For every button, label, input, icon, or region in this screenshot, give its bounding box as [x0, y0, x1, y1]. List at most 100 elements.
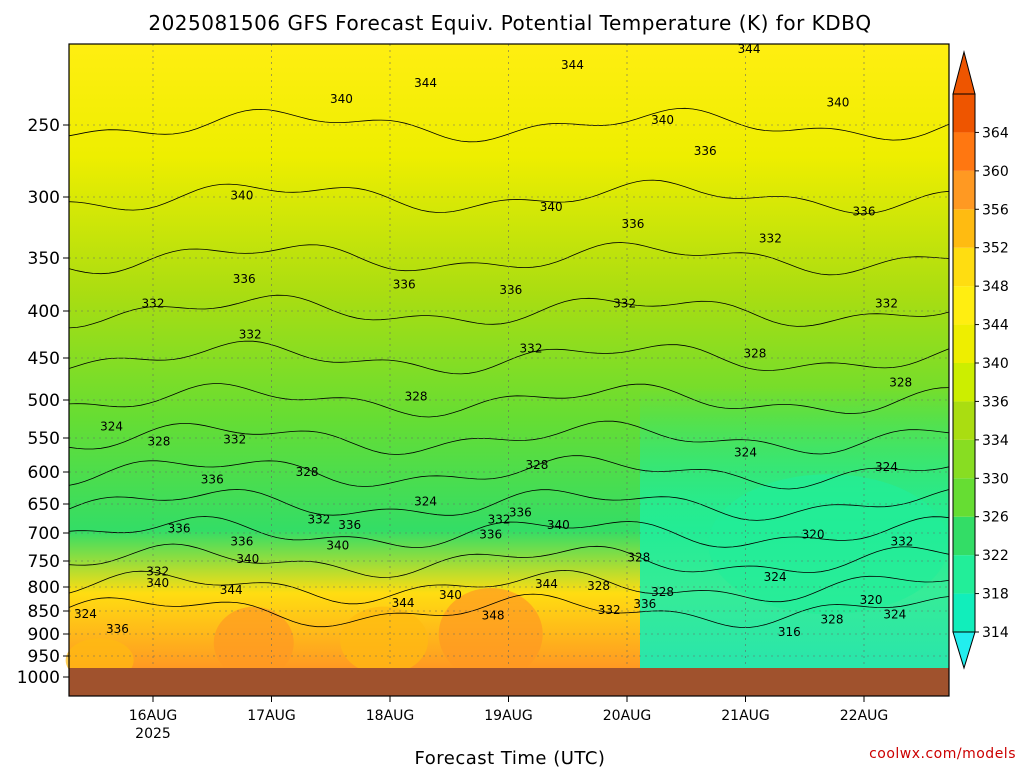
y-tick-label: 400 [28, 302, 60, 322]
colorbar-tick-label: 322 [982, 548, 1009, 564]
colorbar-segment [953, 478, 975, 517]
y-tick-label: 900 [28, 625, 60, 645]
contour-label: 332 [239, 328, 262, 342]
credit-text: coolwx.com/models [869, 746, 1016, 762]
contour-lines [68, 107, 950, 628]
colorbar-segment [953, 593, 975, 632]
contour-label: 332 [598, 603, 621, 617]
colorbar-segment [953, 324, 975, 363]
contour-label: 348 [482, 609, 505, 623]
contour-label: 324 [875, 460, 898, 474]
contour-label: 332 [759, 231, 782, 245]
contour-label: 336 [230, 534, 253, 548]
x-tick-sublabel: 2025 [135, 726, 171, 742]
colorbar-tick-label: 318 [982, 587, 1009, 603]
contour-label: 340 [540, 200, 563, 214]
x-axis: 16AUG 2025 17AUG 18AUG 19AUG 20AUG 21AUG 22AUG [129, 696, 889, 742]
contour-label: 340 [230, 189, 253, 203]
colorbar-segment [953, 401, 975, 440]
contour-label: 328 [744, 346, 767, 360]
colorbar-segment [953, 555, 975, 594]
colorbar-tick-label: 340 [982, 356, 1009, 372]
contour-label: 340 [236, 552, 259, 566]
contour-label: 336 [106, 622, 129, 636]
contour-line [68, 543, 950, 578]
contour-label: 344 [392, 596, 415, 610]
contour-label: 328 [821, 612, 844, 626]
colorbar-tick-label: 344 [982, 318, 1009, 334]
contour-label: 320 [802, 528, 825, 542]
cool-pocket-21aug [708, 474, 949, 615]
colorbar-segment [953, 209, 975, 248]
contour-label: 344 [561, 58, 584, 72]
contour-label: 328 [651, 585, 674, 599]
contour-label: 340 [439, 588, 462, 602]
contour-label: 324 [734, 445, 757, 459]
colorbar-tick-label: 352 [982, 241, 1009, 257]
ground [69, 668, 949, 696]
y-tick-label: 800 [28, 578, 60, 598]
contour-label: 344 [414, 76, 437, 90]
x-tick-label: 21AUG [721, 708, 770, 724]
contour-label: 332 [890, 534, 913, 548]
contour-label: 324 [764, 570, 787, 584]
colorbar-tick-label: 336 [982, 394, 1009, 410]
x-tick-label: 16AUG [129, 708, 178, 724]
contour-label: 336 [633, 597, 656, 611]
contour-label: 340 [651, 113, 674, 127]
colorbar-tick-label: 364 [982, 125, 1009, 141]
contour-label: 324 [414, 494, 437, 508]
y-tick-label: 500 [28, 391, 60, 411]
contour-label: 316 [778, 625, 801, 639]
colorbar-segment [953, 170, 975, 210]
colorbar-segment [953, 94, 975, 133]
contour-line [68, 455, 950, 490]
y-tick-label: 450 [28, 349, 60, 369]
x-tick-label: 18AUG [366, 708, 415, 724]
warm-pocket-17aug [213, 606, 294, 679]
colorbar-segment [953, 363, 975, 402]
colorbar-top-arrow [952, 50, 976, 95]
contour-label: 328 [296, 465, 319, 479]
contour-label: 328 [889, 375, 912, 389]
contour-label: 332 [307, 513, 330, 527]
x-tick-label: 22AUG [840, 708, 889, 724]
contour-line [68, 179, 950, 215]
y-axis: 250 300 350 400 450 500 550 600 650 700 750 800 850 9… [17, 116, 69, 688]
contour-line [68, 340, 950, 375]
y-tick-label: 600 [28, 463, 60, 483]
contour-label: 324 [883, 608, 906, 622]
y-tick-label: 750 [28, 552, 60, 572]
chart-title: 2025081506 GFS Forecast Equiv. Potential… [148, 11, 871, 35]
colorbar-tick-label: 356 [982, 202, 1009, 218]
contour-label: 336 [168, 521, 191, 535]
contour-label: 336 [499, 283, 522, 297]
contour-label: 332 [488, 513, 511, 527]
contour-label: 332 [146, 564, 169, 578]
contour-line [68, 516, 950, 548]
contour-label: 344 [738, 42, 761, 56]
colorbar-tick-label: 330 [982, 471, 1009, 487]
y-tick-label: 300 [28, 188, 60, 208]
contour-label: 336 [201, 473, 224, 487]
colorbar-segment [953, 516, 975, 556]
contour-label: 336 [338, 518, 361, 532]
contour-label: 328 [587, 579, 610, 593]
contour-line [68, 489, 950, 521]
contour-label: 332 [223, 432, 246, 446]
contour-label: 328 [627, 551, 650, 565]
colorbar-segment [953, 247, 975, 287]
contour-line [68, 242, 950, 276]
contour-label: 336 [853, 205, 876, 219]
y-tick-label: 550 [28, 429, 60, 449]
colorbar-tick-label: 314 [982, 625, 1009, 641]
colorbar-tick-label: 334 [982, 433, 1009, 449]
contour-label: 344 [220, 583, 243, 597]
y-tick-label: 700 [28, 524, 60, 544]
contour-label: 340 [547, 518, 570, 532]
warm-pocket-18aug [340, 606, 429, 675]
contour-label: 340 [330, 92, 353, 106]
colorbar-segment [953, 286, 975, 325]
contour-label: 332 [613, 297, 636, 311]
